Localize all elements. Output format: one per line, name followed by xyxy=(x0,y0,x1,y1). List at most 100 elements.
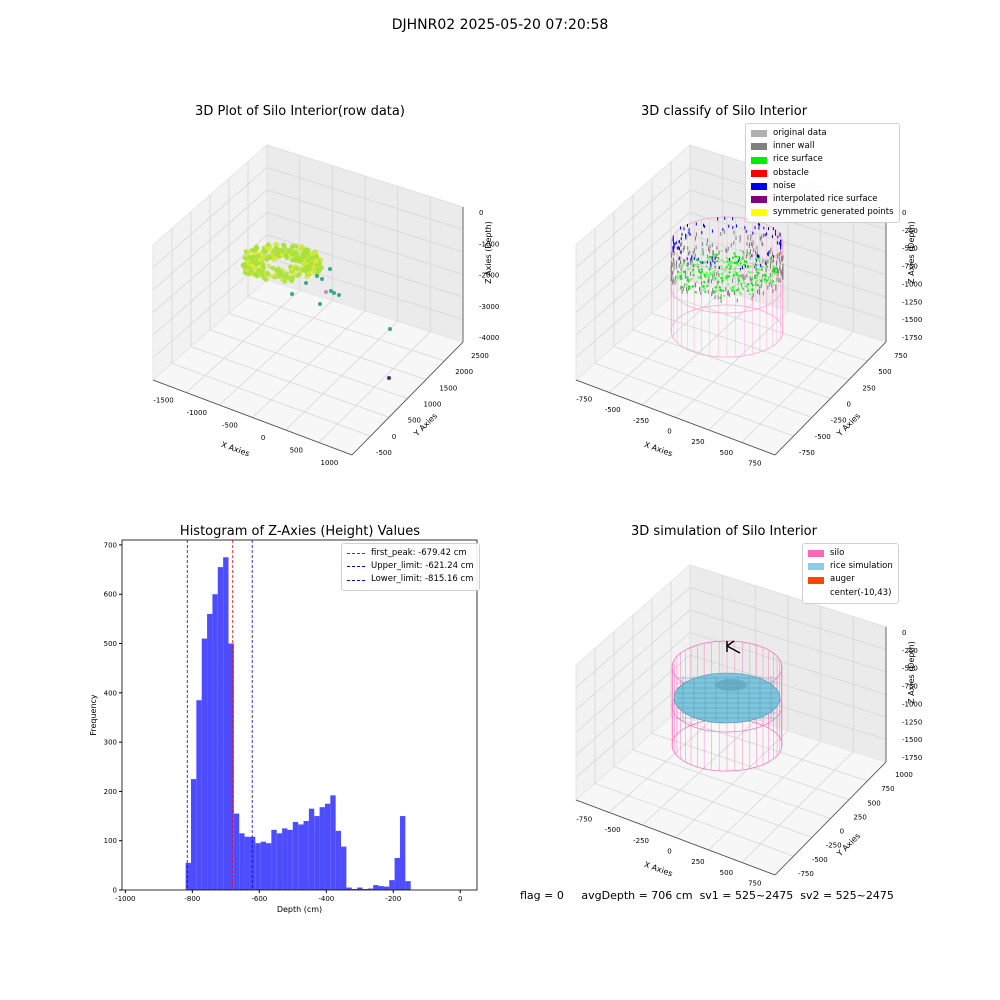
raw-outlier-point xyxy=(388,327,392,331)
classify-rice-surface-point xyxy=(731,256,735,259)
histogram-bar xyxy=(260,841,267,890)
classify-rice-surface-point xyxy=(732,274,735,277)
classify-rice-surface-point xyxy=(704,290,707,293)
classify-rice-surface-point xyxy=(728,267,732,270)
classify-rice-surface-point xyxy=(738,279,741,282)
histogram-bar xyxy=(389,880,395,890)
classify-rice-surface-point xyxy=(755,258,758,261)
classify-rice-surface-point xyxy=(705,271,708,274)
classify-rice-surface-point xyxy=(746,289,749,292)
raw-point xyxy=(255,254,261,260)
legend-swatch xyxy=(808,590,824,597)
sim-grid-line xyxy=(670,716,868,782)
classify-rice-surface-point xyxy=(711,272,714,275)
classify-z-tick-label: -1250 xyxy=(902,298,922,306)
classify-rice-surface-point xyxy=(675,279,678,282)
sim-grid-line xyxy=(575,587,887,688)
classify-rice-surface-point xyxy=(721,279,724,282)
raw-point xyxy=(254,246,260,251)
classify-rice-surface-point xyxy=(771,284,774,287)
histogram-bar xyxy=(303,820,309,890)
sim-y-axis xyxy=(774,761,887,876)
legend-swatch xyxy=(751,209,767,217)
raw-point xyxy=(291,271,297,277)
histogram-bar xyxy=(249,836,256,890)
histogram-bar xyxy=(383,886,390,890)
raw-point xyxy=(310,256,315,261)
classify-rice-surface-point xyxy=(709,271,712,274)
legend-swatch xyxy=(751,143,767,151)
classify-rice-surface-point xyxy=(709,259,712,262)
classify-rice-surface-point xyxy=(763,278,766,281)
classify-rice-surface-point xyxy=(702,285,705,288)
legend-item-noise: noise xyxy=(751,180,894,193)
legend-swatch xyxy=(751,169,767,177)
sim-x-tick-label: 250 xyxy=(691,858,704,866)
sim-x-tick-label: -250 xyxy=(633,837,649,845)
histogram-y-tick-label: 600 xyxy=(104,591,117,599)
classify-rice-surface-point xyxy=(743,252,746,255)
raw-outlier-point xyxy=(337,293,341,297)
histogram-bar xyxy=(276,833,283,890)
raw-grid-line xyxy=(152,167,464,268)
classify-rice-surface-point xyxy=(775,266,778,270)
classify-rice-surface-point xyxy=(750,278,753,281)
sim-y-tick-label: 0 xyxy=(840,828,844,836)
classify-rice-surface-point xyxy=(763,273,766,277)
classify-rice-surface-point xyxy=(681,264,685,267)
legend-line xyxy=(347,566,365,568)
panel-title-raw-data: 3D Plot of Silo Interior(row data) xyxy=(195,104,405,119)
sim-y-tick-label: 250 xyxy=(853,813,866,821)
classify-rice-surface-point xyxy=(755,267,758,270)
raw-point xyxy=(260,254,266,260)
histogram-x-tick-label: -600 xyxy=(251,895,267,903)
classify-rice-surface-point xyxy=(714,286,717,289)
classify-rice-surface-point xyxy=(720,265,723,268)
classify-rice-surface-point xyxy=(719,296,722,299)
classify-rice-surface-point xyxy=(726,278,729,281)
legend-label: first_peak: -679.42 cm xyxy=(371,548,467,558)
raw-point xyxy=(281,242,286,248)
raw-point xyxy=(248,262,254,268)
raw-point xyxy=(246,249,252,255)
histogram-bar xyxy=(271,829,277,890)
classify-rice-surface-point xyxy=(692,274,695,277)
sim-x-tick-label: 750 xyxy=(748,880,761,888)
status-avg-depth: avgDepth = 706 cm xyxy=(581,889,693,902)
classify-points xyxy=(670,216,784,304)
classify-rice-surface-point xyxy=(739,282,742,285)
classify-rice-surface-point xyxy=(764,272,767,275)
classify-rice-surface-point xyxy=(720,249,723,253)
histogram-bar xyxy=(196,700,202,890)
classify-rice-surface-point xyxy=(756,284,760,287)
classify-rice-surface-point xyxy=(720,268,724,271)
histogram-y-tick-label: 100 xyxy=(104,837,117,845)
legend-swatch xyxy=(751,156,767,164)
classify-rice-surface-point xyxy=(698,270,701,273)
classify-rice-surface-point xyxy=(773,272,776,275)
legend-item-symmetric: symmetric generated points xyxy=(751,206,894,219)
classify-rice-surface-point xyxy=(732,285,735,288)
raw-x-tick-label: -1000 xyxy=(187,409,207,417)
histogram-bar xyxy=(394,857,400,890)
histogram-y-tick-label: 400 xyxy=(104,689,117,697)
classify-rice-surface-point xyxy=(760,268,764,271)
raw-point xyxy=(297,272,302,277)
sim-x-axis xyxy=(575,799,776,876)
classify-rice-surface-point xyxy=(757,257,760,261)
classify-rice-surface-point xyxy=(733,289,736,292)
classify-rice-surface-point xyxy=(757,268,760,271)
raw-z-tick-label: -3000 xyxy=(479,303,499,311)
classify-y-tick-label: -750 xyxy=(799,449,815,457)
sim-x-tick-label: -750 xyxy=(576,815,592,823)
raw-y-tick-label: 500 xyxy=(408,417,421,425)
classify-rice-surface-point xyxy=(695,263,698,266)
raw-point xyxy=(270,265,276,271)
classify-rice-surface-point xyxy=(735,263,738,266)
classify-rice-surface-point xyxy=(748,254,751,257)
raw-outlier-point xyxy=(304,281,308,285)
sim-grid-line xyxy=(575,609,887,711)
raw-point xyxy=(271,248,277,254)
raw-point xyxy=(242,255,248,261)
classify-rice-surface-point xyxy=(688,285,691,288)
